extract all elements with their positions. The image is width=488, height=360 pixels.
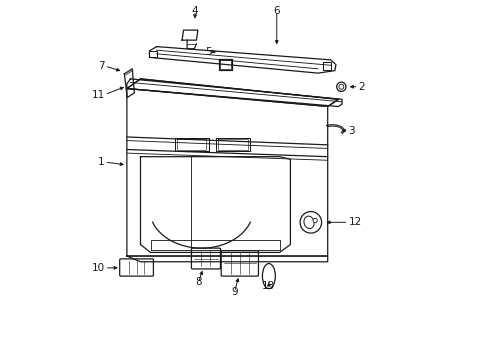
Text: 6: 6 <box>273 6 280 16</box>
Text: 9: 9 <box>231 287 237 297</box>
Text: 12: 12 <box>348 217 361 227</box>
Circle shape <box>300 212 321 233</box>
Text: 10: 10 <box>91 263 104 273</box>
Text: 2: 2 <box>358 82 365 92</box>
FancyBboxPatch shape <box>221 251 258 276</box>
Text: 13: 13 <box>262 281 275 291</box>
Ellipse shape <box>262 264 275 289</box>
Text: 7: 7 <box>98 61 104 71</box>
Ellipse shape <box>304 216 313 229</box>
Text: 8: 8 <box>195 277 202 287</box>
FancyBboxPatch shape <box>191 248 220 269</box>
Text: 11: 11 <box>91 90 104 100</box>
Text: 1: 1 <box>98 157 104 167</box>
FancyBboxPatch shape <box>120 259 153 276</box>
Text: 4: 4 <box>191 6 198 16</box>
Circle shape <box>336 82 346 91</box>
Text: 5: 5 <box>205 46 212 57</box>
Text: 3: 3 <box>348 126 354 135</box>
Circle shape <box>338 84 343 89</box>
Circle shape <box>312 219 317 223</box>
